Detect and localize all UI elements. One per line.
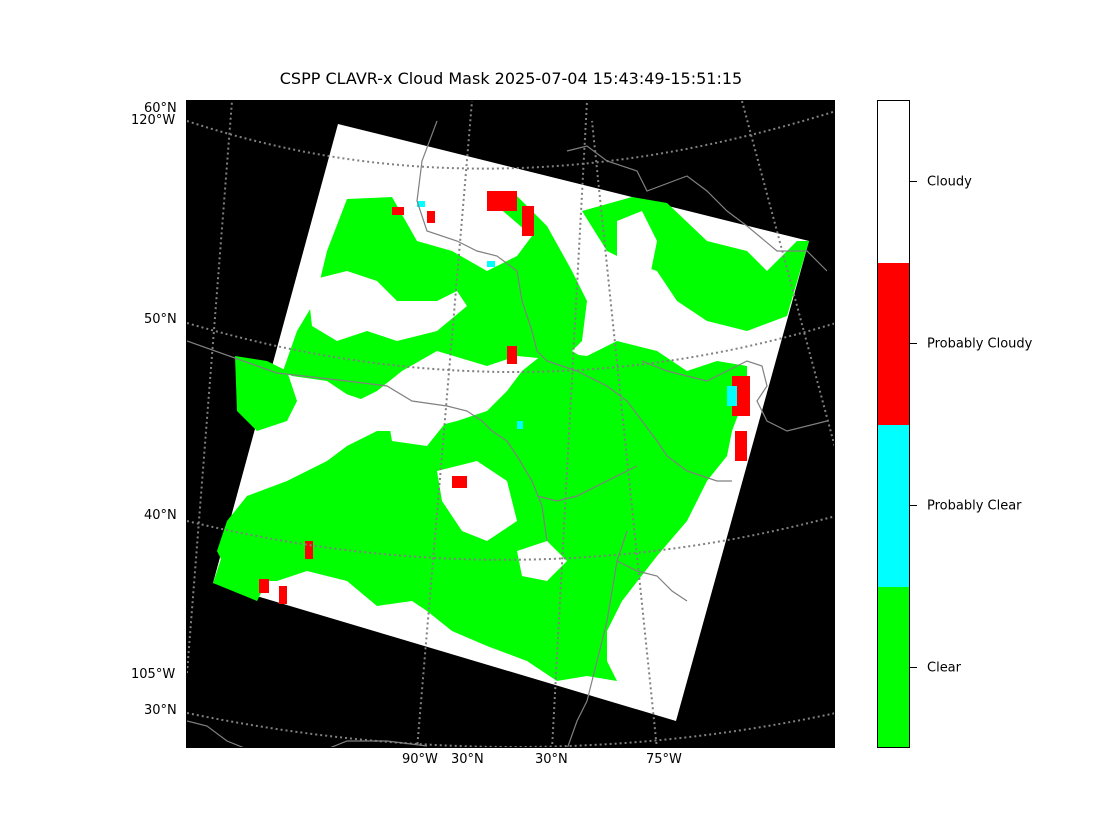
lat-label-40n: 40°N: [144, 508, 177, 523]
colorbar-label-clear: Clear: [927, 660, 961, 676]
lon-label-90w: 90°W: [402, 752, 438, 767]
colorbar-label-probably-clear: Probably Clear: [927, 498, 1022, 514]
map-canvas: [187, 101, 834, 747]
lon-label-75w: 75°W: [646, 752, 682, 767]
colorbar-tick-probably-clear: [910, 505, 917, 506]
colorbar: [877, 100, 910, 748]
probably-clear-regions: [417, 201, 737, 429]
lat-label-30n: 30°N: [144, 703, 177, 718]
colorbar-label-cloudy: Cloudy: [927, 174, 972, 190]
lat-label-30n-bottom-a: 30°N: [451, 752, 484, 767]
lon-label-105w: 105°W: [131, 667, 176, 682]
colorbar-segment-probably-cloudy: [878, 263, 909, 425]
coastlines: [187, 120, 828, 747]
lat-label-50n: 50°N: [144, 312, 177, 327]
colorbar-segment-cloudy: [878, 101, 909, 263]
plot-title: CSPP CLAVR-x Cloud Mask 2025-07-04 15:43…: [279, 69, 743, 88]
colorbar-label-probably-cloudy: Probably Cloudy: [927, 336, 1033, 352]
lat-label-30n-bottom-b: 30°N: [535, 752, 568, 767]
lon-label-120w: 120°W: [131, 113, 176, 128]
colorbar-segment-clear: [878, 587, 909, 747]
colorbar-tick-clear: [910, 667, 917, 668]
colorbar-segment-probably-clear: [878, 425, 909, 587]
lat-label-60n: 60°N: [144, 101, 177, 116]
colorbar-tick-cloudy: [910, 181, 917, 182]
cloud-mask-map: [186, 100, 835, 748]
colorbar-tick-probably-cloudy: [910, 343, 917, 344]
graticule: [187, 101, 834, 747]
